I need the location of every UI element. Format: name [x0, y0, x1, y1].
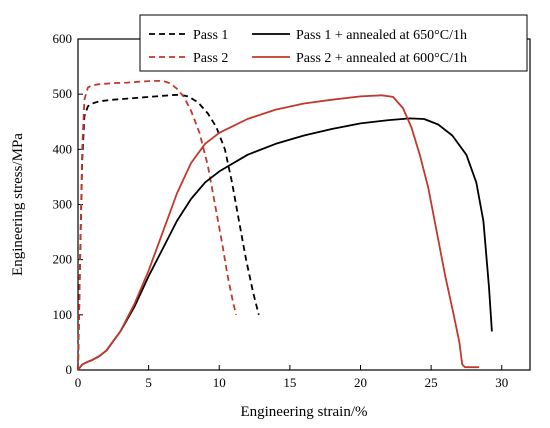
x-tick-label: 5 [145, 375, 152, 390]
x-tick-label: 15 [283, 375, 296, 390]
series-line-1 [77, 93, 260, 371]
series-line-3 [77, 117, 493, 371]
legend: Pass 1 Pass 2 Pass 1 + annealed at 650°C/1… [139, 14, 528, 72]
x-tick-label: 30 [495, 375, 508, 390]
y-tick-label: 0 [66, 362, 73, 377]
legend-box [139, 14, 528, 72]
series-line-2 [77, 80, 238, 371]
y-tick-label: 300 [53, 197, 73, 212]
legend-label-3: Pass 1 + annealed at 650°C/1h [296, 28, 467, 43]
series-line-4 [77, 94, 480, 371]
x-tick-label: 20 [354, 375, 367, 390]
y-axis-title: Engineering stress/MPa [10, 133, 26, 276]
y-tick-label: 400 [53, 141, 73, 156]
x-tick-label: 10 [213, 375, 226, 390]
legend-label-2: Pass 2 [193, 51, 228, 66]
x-axis-title: Engineering strain/% [240, 404, 367, 420]
x-tick-label: 0 [75, 375, 82, 390]
legend-label-4: Pass 2 + annealed at 600°C/1h [296, 51, 467, 66]
y-tick-label: 500 [53, 86, 73, 101]
plot-area [77, 80, 493, 371]
legend-label-1: Pass 1 [193, 28, 228, 43]
y-tick-label: 600 [53, 31, 73, 46]
y-tick-label: 200 [53, 252, 73, 267]
plot-frame [77, 38, 531, 371]
x-tick-label: 25 [425, 375, 438, 390]
y-tick-label: 100 [53, 307, 73, 322]
